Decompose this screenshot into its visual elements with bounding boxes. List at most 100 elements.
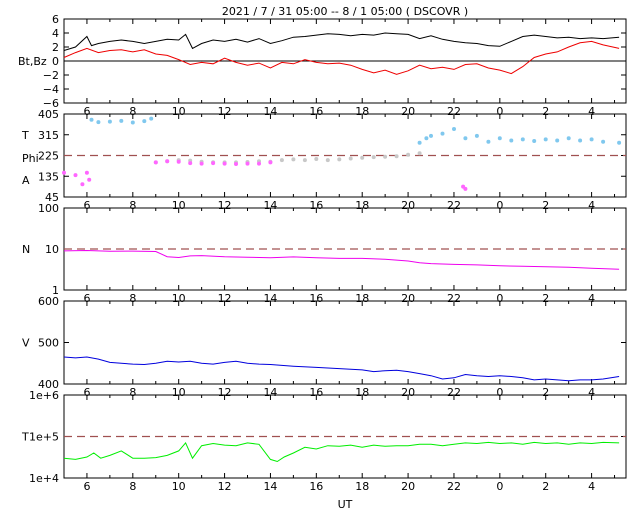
angles-phi_alt-point	[80, 182, 85, 187]
speed-x-tick-label: 10	[172, 386, 186, 399]
density-x-tick-label: 16	[309, 292, 323, 305]
angles-phi_alt-point	[188, 161, 193, 166]
magnetic-field-y-tick-label: 2	[52, 41, 59, 54]
temperature-temperature-line	[63, 441, 620, 463]
angles-theta_high-point	[130, 120, 135, 125]
angles-phi-point	[325, 158, 330, 163]
angles-y-tick-label: 135	[38, 170, 59, 183]
speed-x-tick-label: 0	[496, 386, 503, 399]
angles-theta_high-point	[617, 140, 622, 145]
temperature-x-tick-label: 14	[263, 480, 277, 493]
angles-phi_alt-point	[257, 161, 261, 166]
angles-x-tick-label: 18	[355, 199, 369, 212]
angles-phi-point	[417, 151, 422, 156]
magnetic-field-y-tick-label: 0	[52, 55, 59, 68]
temperature-y-tick-label: 1e+4	[29, 472, 59, 485]
angles-y-label: Phi	[22, 152, 39, 165]
magnetic-field-y-tick-label: −4	[43, 83, 59, 96]
density-y-label: N	[22, 243, 30, 256]
angles-phi_alt-point	[245, 161, 250, 166]
angles-phi_alt-point	[199, 161, 204, 166]
angles-theta_high-point	[532, 139, 537, 143]
speed-x-tick-label: 14	[263, 386, 277, 399]
temperature-x-tick-label: 6	[83, 480, 90, 493]
speed-y-tick-label: 500	[38, 337, 59, 350]
magnetic-field-x-tick-label: 14	[263, 105, 277, 118]
angles-phi-point	[394, 154, 399, 159]
angles-phi-point	[337, 157, 342, 162]
angles-theta_high-point	[96, 120, 101, 125]
magnetic-field-x-tick-label: 12	[218, 105, 232, 118]
angles-theta_high-point	[566, 136, 571, 141]
speed-x-tick-label: 16	[309, 386, 323, 399]
speed-x-tick-label: 12	[218, 386, 232, 399]
magnetic-field-x-tick-label: 6	[83, 105, 90, 118]
speed-x-tick-label: 6	[83, 386, 90, 399]
magnetic-field-x-tick-label: 2	[542, 105, 549, 118]
temperature-y-label: T	[21, 431, 29, 444]
magnetic-field-y-tick-label: 6	[52, 13, 59, 26]
density-x-tick-label: 2	[542, 292, 549, 305]
angles-theta_high-point	[429, 133, 433, 138]
magnetic-field-x-tick-label: 16	[309, 105, 323, 118]
temperature-x-tick-label: 8	[129, 480, 136, 493]
angles-x-tick-label: 8	[129, 199, 136, 212]
angles-theta_high-point	[520, 137, 525, 142]
magnetic-field-y-tick-label: −2	[43, 69, 59, 82]
angles-y-label: T	[21, 129, 29, 142]
temperature-x-tick-label: 10	[172, 480, 186, 493]
magnetic-field-x-tick-label: 8	[129, 105, 136, 118]
angles-phi_alt-point	[62, 170, 66, 175]
angles-phi-point	[302, 158, 307, 163]
angles-theta_high-point	[119, 118, 124, 123]
density-y-tick-label: 100	[38, 202, 59, 215]
angles-theta_high-point	[509, 138, 514, 143]
speed-x-tick-label: 18	[355, 386, 369, 399]
density-x-tick-label: 22	[447, 292, 461, 305]
temperature-x-tick-label: 2	[542, 480, 549, 493]
angles-x-tick-label: 12	[218, 199, 232, 212]
density-x-tick-label: 12	[218, 292, 232, 305]
temperature-x-tick-label: 16	[309, 480, 323, 493]
angles-theta_high-point	[149, 116, 154, 121]
angles-theta_high-point	[89, 117, 94, 122]
angles-phi-point	[279, 158, 284, 163]
angles-phi_alt-point	[211, 161, 216, 166]
angles-theta_high-point	[463, 136, 468, 141]
speed-x-tick-label: 4	[588, 386, 595, 399]
magnetic-field-x-tick-label: 18	[355, 105, 369, 118]
angles-theta_high-point	[601, 139, 606, 144]
speed-x-tick-label: 2	[542, 386, 549, 399]
angles-theta_high-point	[107, 119, 112, 124]
angles-phi_alt-point	[463, 186, 468, 191]
temperature-x-tick-label: 20	[401, 480, 415, 493]
speed-speed-line	[63, 356, 620, 382]
temperature-panel: 6 8 10 12 14 16 18 20 22 0 2 41e+61e+51e+4T	[21, 389, 627, 493]
angles-y-tick-label: 405	[38, 108, 59, 121]
angles-phi_alt-point	[73, 173, 78, 178]
magnetic-field-y-label: Bt,Bz	[18, 55, 47, 68]
magnetic-field-x-tick-label: 4	[588, 105, 595, 118]
angles-y-tick-label: 45	[45, 191, 59, 204]
angles-phi_alt-point	[268, 160, 273, 165]
angles-phi_alt-point	[234, 162, 238, 166]
angles-phi_alt-point	[176, 159, 181, 164]
density-y-tick-label: 10	[45, 243, 59, 256]
density-x-tick-label: 14	[263, 292, 277, 305]
temperature-y-tick-label: 1e+6	[29, 389, 59, 402]
density-y-tick-label: 1	[52, 284, 59, 297]
angles-theta_high-point	[440, 131, 445, 136]
chart-title: 2021 / 7 / 31 05:00 -- 8 / 1 05:00 ( DSC…	[222, 5, 468, 18]
density-x-tick-label: 20	[401, 292, 415, 305]
density-x-tick-label: 0	[496, 292, 503, 305]
temperature-y-tick-label: 1e+5	[29, 431, 59, 444]
density-x-tick-label: 4	[588, 292, 595, 305]
density-x-tick-label: 18	[355, 292, 369, 305]
density-x-tick-label: 10	[172, 292, 186, 305]
speed-frame	[63, 300, 627, 385]
speed-y-tick-label: 400	[38, 378, 59, 391]
speed-y-label: V	[22, 337, 30, 350]
